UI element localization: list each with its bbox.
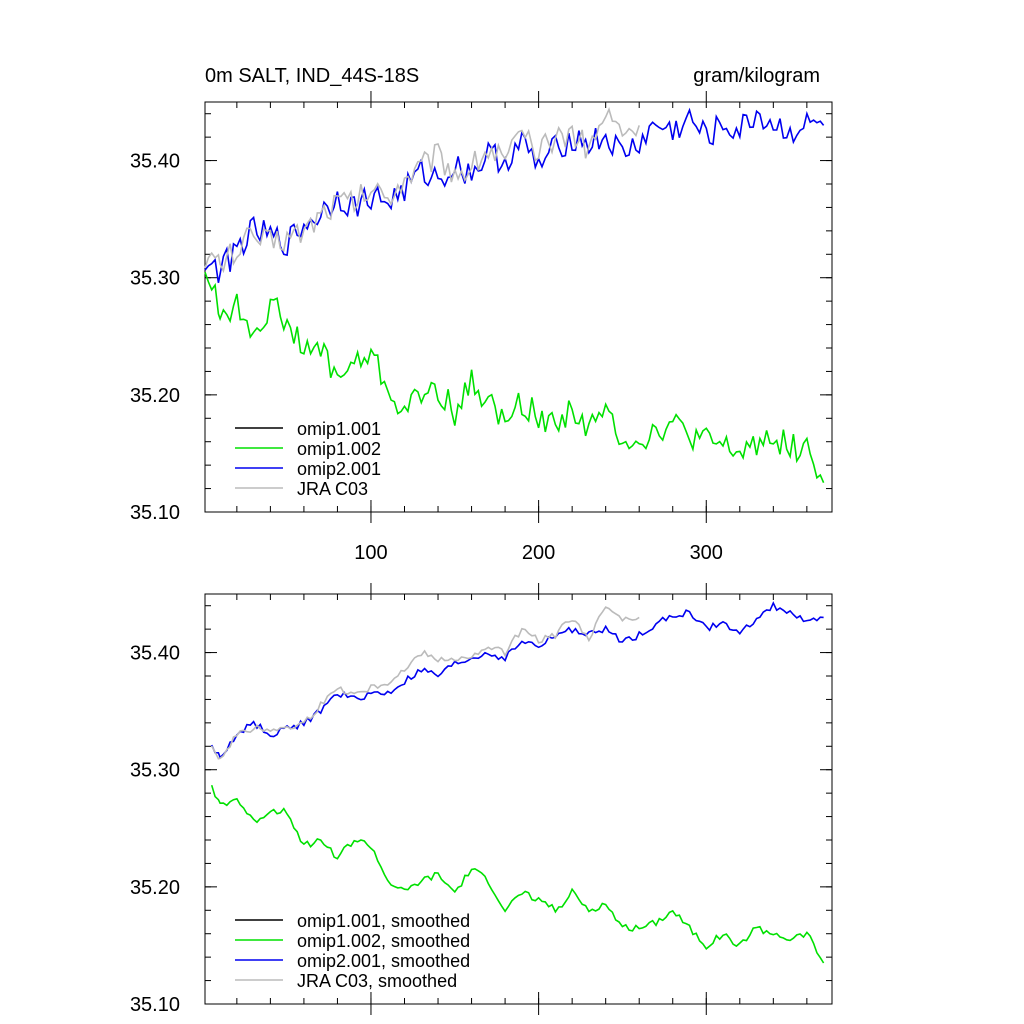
legend-label: omip1.002 — [297, 439, 381, 459]
series-line-jra-c03-smoothed — [211, 606, 640, 760]
y-tick-label: 35.30 — [130, 760, 180, 782]
legend-label: omip2.001, smoothed — [297, 951, 470, 971]
y-tick-label: 35.40 — [130, 151, 180, 173]
plot-frame — [204, 101, 833, 513]
y-tick-label: 35.10 — [130, 502, 180, 524]
series-line-omip2-001 — [204, 107, 825, 283]
legend-label: omip1.001 — [297, 419, 381, 439]
legend-label: omip1.002, smoothed — [297, 931, 470, 951]
chart-title: 0m SALT, IND_44S-18S — [205, 65, 419, 87]
y-tick-label: 35.10 — [130, 994, 180, 1016]
x-tick-label: 100 — [354, 542, 387, 564]
x-tick-label: 300 — [690, 542, 723, 564]
series-line-omip1-002-smoothed — [210, 784, 825, 964]
series-line-jra-c03 — [204, 107, 640, 274]
plot-frame — [204, 593, 833, 1005]
legend-label: omip1.001, smoothed — [297, 911, 470, 931]
y-tick-label: 35.20 — [130, 877, 180, 899]
legend-label: JRA C03 — [297, 479, 368, 499]
units-label: gram/kilogram — [693, 65, 820, 87]
legend-label: omip2.001 — [297, 459, 381, 479]
legend-label: JRA C03, smoothed — [297, 971, 457, 991]
y-tick-label: 35.30 — [130, 268, 180, 290]
series-line-omip1-002 — [204, 271, 825, 484]
series-line-omip2-001-smoothed — [210, 601, 824, 759]
x-tick-label: 200 — [522, 542, 555, 564]
y-tick-label: 35.20 — [130, 385, 180, 407]
y-tick-label: 35.40 — [130, 643, 180, 665]
top-panel-salinity-raw: 35.10 35.20 35.30 35.40 100 200 300 0m SALT, IN… — [130, 65, 833, 564]
